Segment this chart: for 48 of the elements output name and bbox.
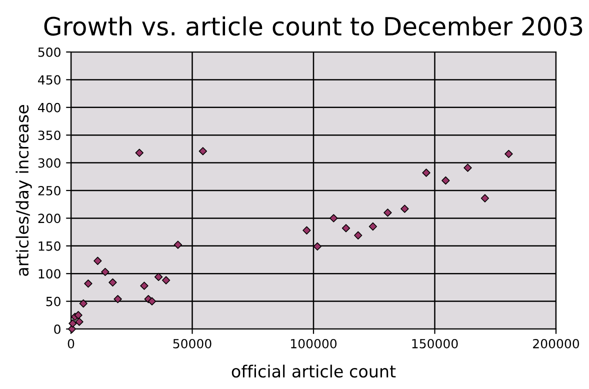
point [108,278,117,287]
point [135,148,144,157]
point [313,242,322,251]
point [94,256,102,265]
chart-title: Growth vs. article count to December 2003 [44,16,582,36]
y-tick-label: 150 [38,241,60,251]
y-tick-label: 450 [38,75,60,85]
point [400,204,409,213]
point [174,240,182,249]
point [302,226,311,234]
point [114,294,122,304]
y-tick-label: 500 [38,47,60,57]
point [101,268,110,276]
point [84,279,92,288]
point [74,311,82,320]
x-tick-label: 150000 [412,338,458,348]
x-tick-label: 50000 [173,338,212,348]
point [354,231,362,240]
point [198,147,208,156]
x-tick-label: 200000 [533,338,580,348]
y-tick-label: 0 [54,324,60,334]
point [330,214,338,222]
y-tick-label: 50 [46,296,60,306]
point [75,318,84,326]
point [342,224,350,232]
point [464,164,472,172]
point [422,168,430,177]
point [68,319,77,328]
point [140,282,148,290]
y-tick-label: 300 [38,158,60,168]
point [148,297,156,306]
point [79,299,88,308]
y-tick-label: 350 [38,130,60,140]
y-axis-title: articles/day increase [16,105,32,276]
point [442,176,450,185]
point [368,222,378,231]
x-axis-title: official article count [232,364,396,378]
y-tick-label: 250 [38,186,60,196]
point [162,276,170,284]
y-tick-label: 400 [38,102,60,112]
x-tick-label: 100000 [291,338,337,348]
y-tick-label: 200 [38,214,60,224]
point [154,272,163,282]
y-tick-label: 100 [38,269,60,279]
point [384,208,392,217]
x-tick-label: 0 [68,338,74,348]
point [480,194,490,202]
point [504,150,513,158]
